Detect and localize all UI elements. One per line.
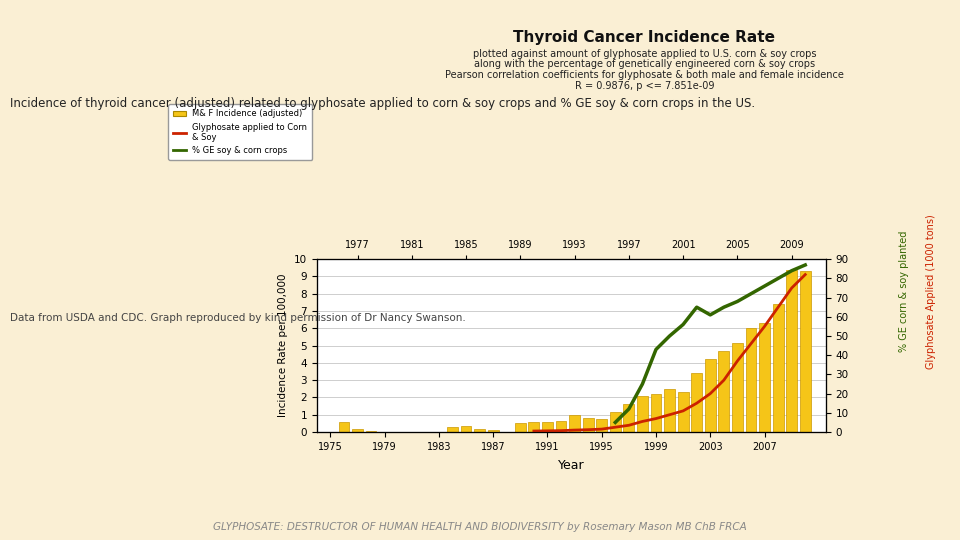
Bar [515,423,526,432]
Text: Pearson correlation coefficients for glyphosate & both male and female incidence: Pearson correlation coefficients for gly… [445,70,844,80]
Text: Glyphosate Applied (1000 tons): Glyphosate Applied (1000 tons) [926,214,936,369]
Bar [339,422,349,432]
Text: Thyroid Cancer Incidence Rate: Thyroid Cancer Incidence Rate [514,30,776,45]
Text: R = 0.9876, p <= 7.851e-09: R = 0.9876, p <= 7.851e-09 [575,81,714,91]
Text: Data from USDA and CDC. Graph reproduced by kind permission of Dr Nancy Swanson.: Data from USDA and CDC. Graph reproduced… [10,313,466,323]
Bar [542,422,553,432]
Bar [569,415,580,432]
Text: % GE corn & soy planted: % GE corn & soy planted [900,231,909,352]
Legend: M& F Incidence (adjusted), Glyphosate applied to Corn
& Soy, % GE soy & corn cro: M& F Incidence (adjusted), Glyphosate ap… [168,104,313,160]
Bar [366,431,376,432]
Bar [596,419,607,432]
Bar [732,343,743,432]
Text: Incidence of thyroid cancer (adjusted) related to glyphosate applied to corn & s: Incidence of thyroid cancer (adjusted) r… [10,97,755,110]
Bar [705,360,716,432]
Bar [746,328,756,432]
Bar [352,429,363,432]
Bar [773,304,783,432]
Bar [488,430,498,432]
Bar [623,404,635,432]
Bar [718,351,730,432]
Bar [759,323,770,432]
Bar [678,392,688,432]
Bar [583,418,593,432]
Bar [610,412,621,432]
X-axis label: Year: Year [558,458,585,471]
Bar [474,429,485,432]
Bar [461,426,471,432]
Bar [447,427,458,432]
Y-axis label: Incidence Rate per 100,000: Incidence Rate per 100,000 [278,274,288,417]
Bar [651,394,661,432]
Bar [786,269,797,432]
Bar [664,389,675,432]
Bar [556,421,566,432]
Text: along with the percentage of genetically engineered corn & soy crops: along with the percentage of genetically… [474,59,815,70]
Bar [528,422,540,432]
Text: plotted against amount of glyphosate applied to U.S. corn & soy crops: plotted against amount of glyphosate app… [472,49,816,59]
Bar [691,373,702,432]
Bar [800,271,810,432]
Bar [637,396,648,432]
Text: GLYPHOSATE: DESTRUCTOR OF HUMAN HEALTH AND BIODIVERSITY by Rosemary Mason MB ChB: GLYPHOSATE: DESTRUCTOR OF HUMAN HEALTH A… [213,522,747,532]
